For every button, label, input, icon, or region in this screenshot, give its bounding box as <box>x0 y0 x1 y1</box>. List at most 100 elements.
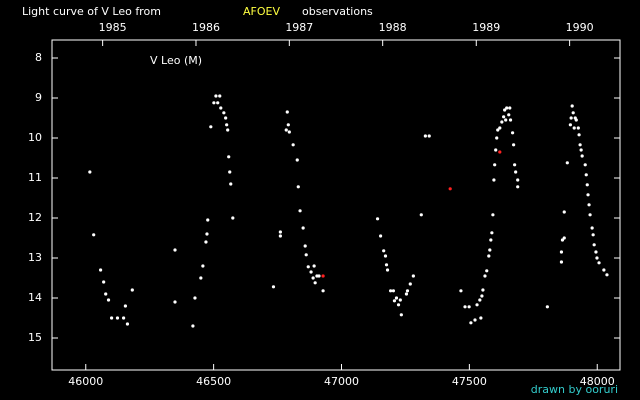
data-point <box>396 303 401 307</box>
data-point <box>483 274 487 278</box>
data-point <box>206 218 210 222</box>
data-point <box>574 118 578 122</box>
data-point <box>545 305 549 309</box>
data-point <box>580 154 584 158</box>
chart-title-end: observations <box>302 5 373 18</box>
data-point <box>498 150 502 154</box>
data-point <box>489 238 493 242</box>
data-point <box>498 126 502 130</box>
data-point <box>173 248 177 252</box>
data-point <box>500 120 504 124</box>
data-point <box>488 248 492 252</box>
data-point <box>504 118 508 122</box>
data-point <box>287 130 291 134</box>
data-point <box>427 134 431 138</box>
data-point <box>193 296 197 300</box>
data-point <box>375 217 380 221</box>
data-point <box>512 143 516 147</box>
data-point <box>398 298 402 302</box>
top-tick-label: 1990 <box>566 21 594 34</box>
data-point <box>88 170 92 174</box>
y-tick-label: 12 <box>28 211 42 224</box>
data-point <box>513 163 517 167</box>
y-tick-label: 8 <box>35 51 42 64</box>
data-point <box>298 209 302 213</box>
data-point <box>226 128 230 132</box>
data-point <box>469 321 473 325</box>
data-point <box>508 106 512 110</box>
data-point <box>218 94 222 98</box>
y-tick-label: 10 <box>28 131 42 144</box>
data-point <box>473 318 477 322</box>
data-point <box>204 240 208 244</box>
y-tick-label: 14 <box>28 291 42 304</box>
data-point <box>411 274 415 278</box>
data-point <box>278 234 282 238</box>
chart-title-link: AFOEV <box>243 5 280 18</box>
data-point <box>209 125 213 129</box>
top-tick-label: 1989 <box>472 21 500 34</box>
data-point <box>229 182 233 186</box>
data-point <box>510 131 515 135</box>
top-tick-label: 1985 <box>99 21 127 34</box>
data-point <box>384 263 389 267</box>
data-point <box>423 134 427 138</box>
top-tick-label: 1988 <box>379 21 407 34</box>
data-point <box>479 316 483 320</box>
data-point <box>562 210 566 214</box>
data-point <box>312 264 316 268</box>
data-point <box>173 300 177 304</box>
data-point <box>106 298 111 302</box>
data-point <box>306 265 310 269</box>
data-point <box>583 163 587 167</box>
data-point <box>559 250 564 254</box>
data-point <box>379 234 383 238</box>
data-point <box>587 203 591 207</box>
data-point <box>125 322 130 326</box>
data-point <box>602 268 606 272</box>
x-tick-label: 46000 <box>68 375 103 388</box>
data-point <box>485 269 489 273</box>
data-point <box>286 123 290 127</box>
data-point <box>487 254 491 258</box>
data-point <box>404 292 409 296</box>
data-point <box>591 233 595 237</box>
data-point <box>311 276 315 280</box>
data-point <box>569 116 573 120</box>
data-point <box>291 143 295 147</box>
data-point <box>579 148 583 152</box>
data-point <box>284 128 288 132</box>
data-point <box>503 108 507 112</box>
data-point <box>492 178 496 182</box>
data-point <box>104 292 108 296</box>
data-point <box>605 273 609 277</box>
data-point <box>590 226 594 230</box>
data-point <box>271 285 276 289</box>
data-point <box>594 250 598 254</box>
data-point <box>475 303 479 307</box>
data-point <box>385 268 390 272</box>
data-point <box>507 113 511 117</box>
data-point <box>301 226 305 230</box>
data-point <box>389 289 393 293</box>
data-point <box>491 213 495 217</box>
x-tick-label: 48000 <box>580 375 615 388</box>
data-point <box>576 126 580 130</box>
y-tick-label: 11 <box>28 171 42 184</box>
data-point <box>572 126 576 130</box>
x-tick-label: 46500 <box>196 375 231 388</box>
data-point <box>490 231 494 235</box>
data-point <box>467 305 471 309</box>
data-point <box>495 136 499 140</box>
data-point <box>225 123 229 127</box>
data-point <box>309 270 313 274</box>
data-point <box>493 163 497 167</box>
data-point <box>508 118 513 122</box>
data-point <box>571 111 575 115</box>
data-point <box>98 268 103 272</box>
data-point <box>463 305 467 309</box>
data-point <box>516 178 520 182</box>
data-point <box>219 106 223 110</box>
data-point <box>191 324 195 328</box>
data-point <box>222 111 226 115</box>
